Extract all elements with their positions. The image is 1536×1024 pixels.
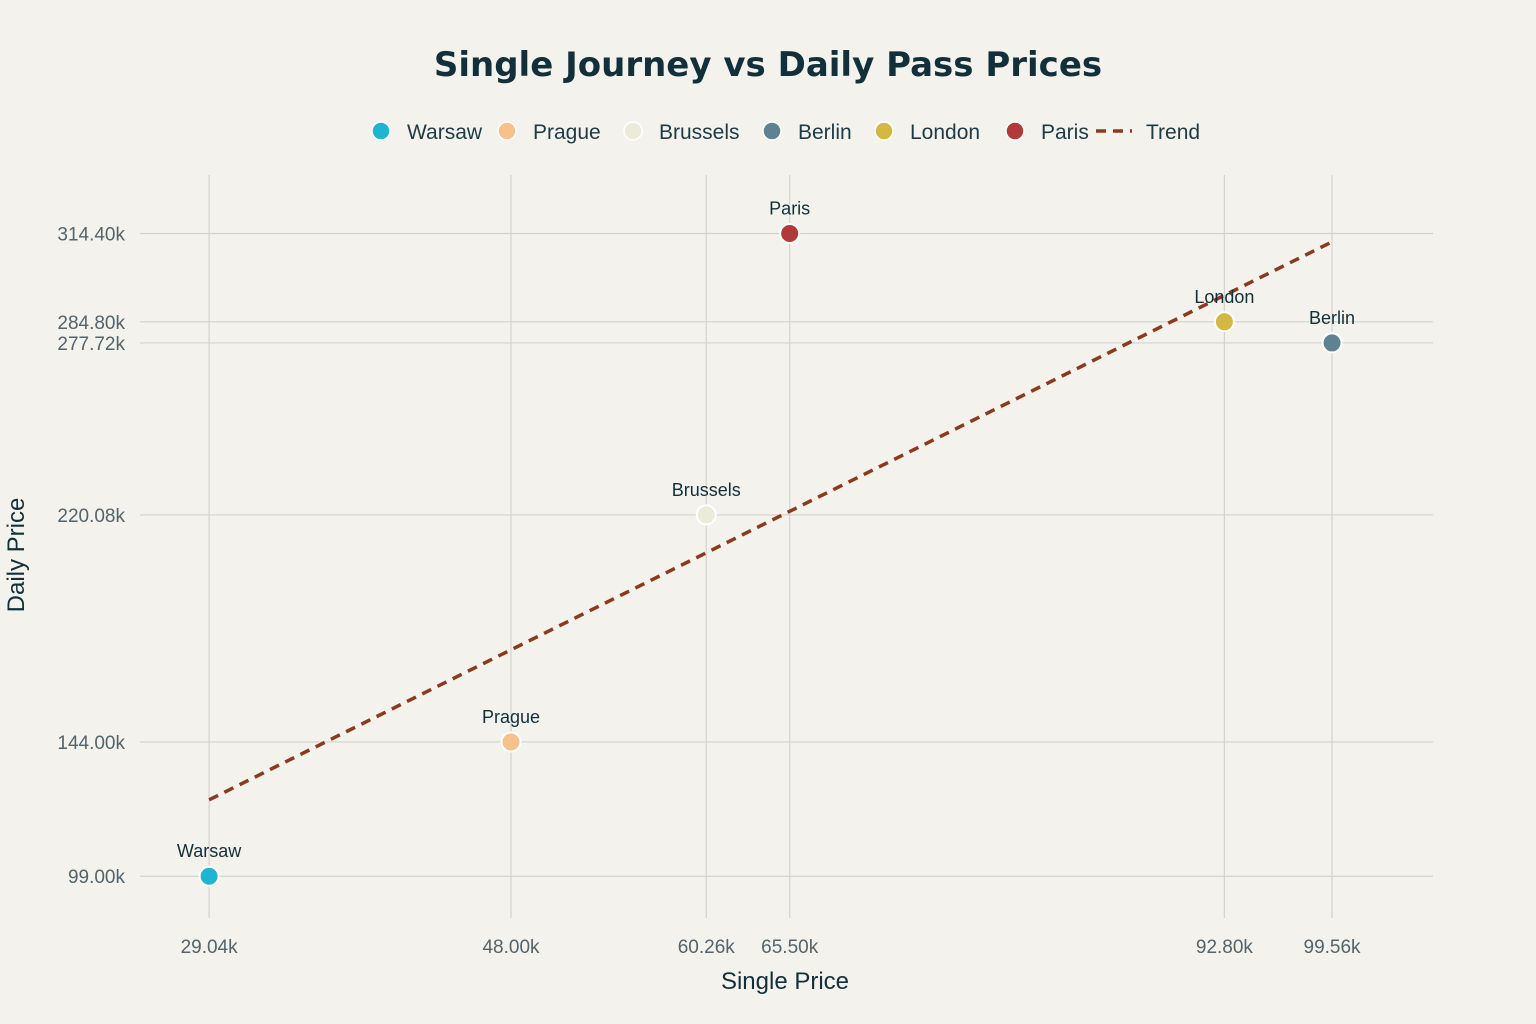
legend-label-brussels: Brussels — [659, 121, 740, 144]
x-tick-label: 48.00k — [482, 937, 540, 958]
trend-line — [208, 240, 1333, 802]
y-tick-label: 284.80k — [57, 313, 125, 334]
point-brussels[interactable] — [695, 504, 717, 526]
point-warsaw[interactable] — [198, 865, 220, 887]
y-tick-label: 99.00k — [68, 867, 126, 888]
x-tick-label: 92.80k — [1196, 937, 1254, 958]
legend-label-paris: Paris — [1041, 121, 1089, 144]
x-tick-label: 29.04k — [181, 937, 239, 958]
legend: Warsaw Prague Brussels Berlin London Paris Tre… — [371, 121, 1200, 144]
legend-marker-berlin — [762, 121, 782, 141]
point-prague[interactable] — [500, 731, 522, 753]
chart-title: Single Journey vs Daily Pass Prices — [434, 45, 1102, 85]
point-label-berlin: Berlin — [1309, 308, 1355, 328]
y-tick-label: 277.72k — [57, 334, 125, 355]
point-label-brussels: Brussels — [672, 480, 741, 500]
x-axis-ticks: 29.04k 48.00k 60.26k 65.50k 92.80k 99.56k — [181, 937, 1361, 958]
legend-marker-paris — [1005, 121, 1025, 141]
point-label-prague: Prague — [482, 707, 540, 727]
legend-marker-brussels — [623, 121, 643, 141]
y-tick-label: 220.08k — [57, 506, 125, 527]
legend-marker-warsaw — [371, 121, 391, 141]
trend-layer — [208, 240, 1333, 802]
legend-label-prague: Prague — [533, 121, 601, 144]
legend-marker-prague — [497, 121, 517, 141]
x-tick-label: 65.50k — [761, 937, 819, 958]
points-layer: Warsaw Prague Brussels Berlin London Paris — [177, 198, 1355, 887]
legend-label-trend: Trend — [1146, 121, 1200, 144]
grid — [140, 175, 1433, 918]
x-axis-title: Single Price — [721, 968, 849, 995]
legend-label-warsaw: Warsaw — [407, 121, 483, 144]
legend-label-london: London — [910, 121, 980, 144]
point-label-warsaw: Warsaw — [177, 841, 242, 861]
legend-marker-london — [874, 121, 894, 141]
point-label-paris: Paris — [769, 198, 810, 218]
y-axis-title: Daily Price — [3, 498, 30, 613]
point-paris[interactable] — [779, 222, 801, 244]
legend-label-berlin: Berlin — [798, 121, 852, 144]
x-tick-label: 99.56k — [1304, 937, 1362, 958]
point-label-london: London — [1194, 287, 1254, 307]
x-tick-label: 60.26k — [678, 937, 736, 958]
y-tick-label: 144.00k — [57, 733, 125, 754]
point-london[interactable] — [1213, 311, 1235, 333]
y-tick-label: 314.40k — [57, 224, 125, 245]
point-berlin[interactable] — [1321, 332, 1343, 354]
